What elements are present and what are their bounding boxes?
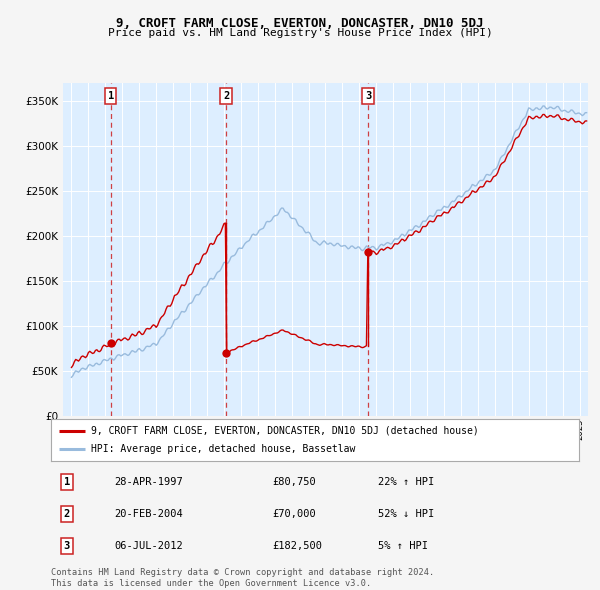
Text: HPI: Average price, detached house, Bassetlaw: HPI: Average price, detached house, Bass… [91, 444, 355, 454]
Text: 9, CROFT FARM CLOSE, EVERTON, DONCASTER, DN10 5DJ (detached house): 9, CROFT FARM CLOSE, EVERTON, DONCASTER,… [91, 426, 478, 436]
Text: 3: 3 [365, 91, 371, 101]
Text: 9, CROFT FARM CLOSE, EVERTON, DONCASTER, DN10 5DJ: 9, CROFT FARM CLOSE, EVERTON, DONCASTER,… [116, 17, 484, 30]
Text: Price paid vs. HM Land Registry's House Price Index (HPI): Price paid vs. HM Land Registry's House … [107, 28, 493, 38]
Text: 28-APR-1997: 28-APR-1997 [115, 477, 183, 487]
Text: £182,500: £182,500 [273, 540, 323, 550]
Text: 1: 1 [107, 91, 114, 101]
Text: £70,000: £70,000 [273, 509, 317, 519]
Text: 2: 2 [64, 509, 70, 519]
Text: Contains HM Land Registry data © Crown copyright and database right 2024.
This d: Contains HM Land Registry data © Crown c… [51, 568, 434, 588]
Text: 2: 2 [223, 91, 229, 101]
Text: 06-JUL-2012: 06-JUL-2012 [115, 540, 183, 550]
Text: 22% ↑ HPI: 22% ↑ HPI [379, 477, 434, 487]
Text: 3: 3 [64, 540, 70, 550]
Text: £80,750: £80,750 [273, 477, 317, 487]
Text: 5% ↑ HPI: 5% ↑ HPI [379, 540, 428, 550]
Text: 52% ↓ HPI: 52% ↓ HPI [379, 509, 434, 519]
Text: 20-FEB-2004: 20-FEB-2004 [115, 509, 183, 519]
Text: 1: 1 [64, 477, 70, 487]
